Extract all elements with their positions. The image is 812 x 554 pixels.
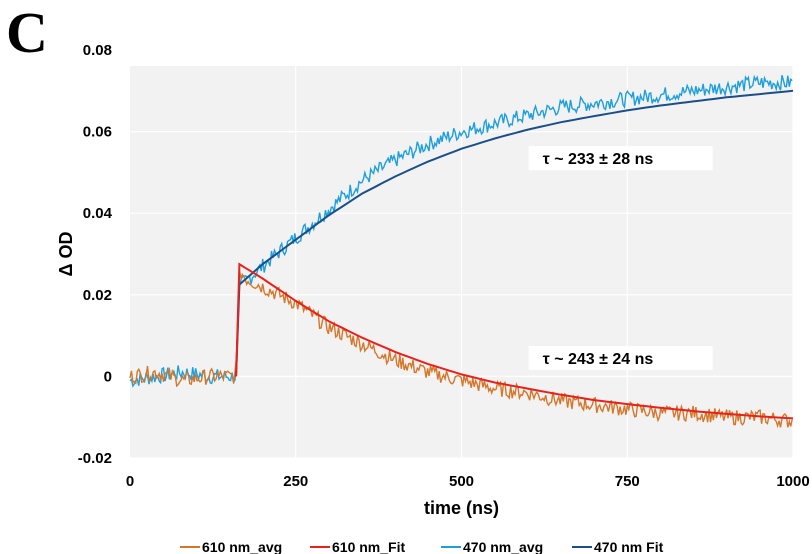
series-line-470-nm-avg [129,74,793,388]
y-axis-title: Δ OD [56,232,76,277]
gridlines [130,49,794,459]
x-tick-label: 0 [126,473,134,490]
annotations: τ ~ 233 ± 28 ns τ ~ 243 ± 24 ns [528,146,713,371]
legend-label: 470 nm_avg [463,539,543,554]
annotation-box [528,346,713,371]
x-tick-label: 750 [615,473,640,490]
legend: 610 nm_avg 610 nm_Fit 470 nm_avg 470 nm Fit [180,539,664,554]
series-line-470-nm-fit [235,89,794,377]
y-tick-label: 0.04 [83,205,113,222]
x-axis-title: time (ns) [424,498,499,518]
x-tick-label: 250 [283,473,308,490]
y-tick-label: 0.08 [83,42,112,59]
legend-label: 610 nm_avg [202,539,282,554]
x-tick-label: 500 [449,473,474,490]
series-lines [129,74,794,429]
y-tick-labels: -0.02 0 0.02 0.04 0.06 0.08 [78,42,113,467]
tau-annotation: τ ~ 233 ± 28 ns [543,151,654,168]
y-tick-label: 0.02 [83,287,112,304]
x-tick-label: 1000 [776,473,809,490]
legend-label: 610 nm_Fit [332,539,405,554]
y-tick-label: 0.06 [83,124,112,141]
series-line-610-nm-avg [129,270,793,429]
annotation-box [528,146,713,171]
series-line-610-nm-fit [235,262,794,420]
legend-label: 470 nm Fit [594,539,664,554]
x-tick-labels: 0 250 500 750 1000 [126,473,810,490]
y-tick-label: 0 [104,368,112,385]
y-tick-label: -0.02 [78,450,112,467]
tau-annotation: τ ~ 243 ± 24 ns [543,351,654,368]
panel-label: C [6,0,48,65]
